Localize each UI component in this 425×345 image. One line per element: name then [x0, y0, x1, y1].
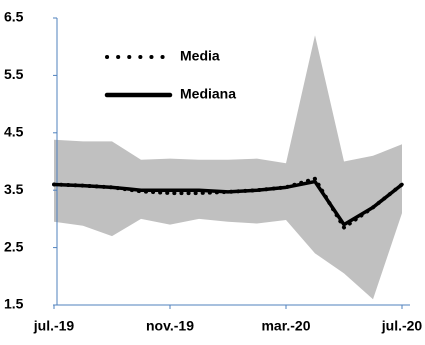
- x-tick-label: jul.-19: [33, 318, 75, 334]
- x-tick-label: mar.-20: [261, 318, 310, 334]
- legend-label: Media: [180, 48, 220, 64]
- y-tick-label: 1.5: [4, 296, 24, 312]
- series-line: [52, 179, 404, 227]
- y-tick-label: 3.5: [4, 181, 24, 197]
- legend-label: Mediana: [180, 86, 236, 102]
- x-tick-label: jul.-20: [381, 318, 423, 334]
- y-tick-label: 5.5: [4, 66, 24, 82]
- range-band: [54, 35, 402, 300]
- y-tick-label: 6.5: [4, 9, 24, 25]
- y-tick-label: 4.5: [4, 124, 24, 140]
- x-tick-label: nov.-19: [146, 318, 194, 334]
- y-tick-label: 2.5: [4, 238, 24, 254]
